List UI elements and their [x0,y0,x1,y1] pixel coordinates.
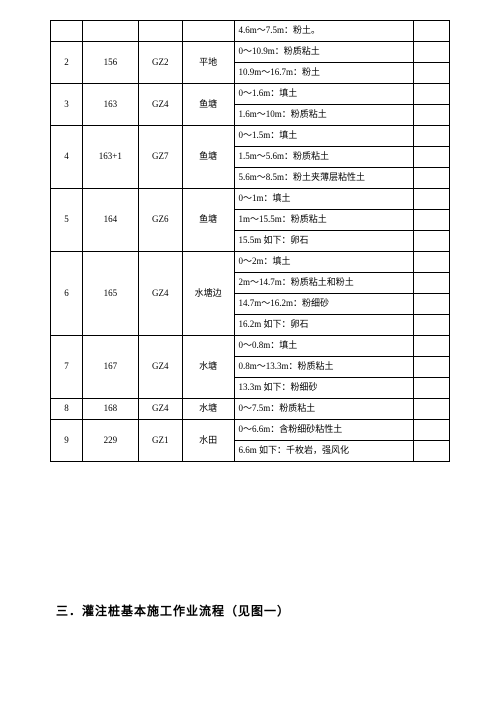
description-cell: 5.6m～8.5m：粉土夹薄层粘性土 [234,168,414,189]
cell: 163 [82,84,138,126]
cell [414,315,450,336]
description-cell: 1.6m～10m：粉质粘土 [234,105,414,126]
cell: GZ4 [138,399,182,420]
description-cell: 0～1.5m：填土 [234,126,414,147]
cell: 2 [51,42,83,84]
geology-table: 4.6m～7.5m：粉土。2156GZ2平地0～10.9m：粉质粘土10.9m～… [50,20,450,462]
description-cell: 0.8m～13.3m：粉质粘土 [234,357,414,378]
cell [414,252,450,273]
cell: 229 [82,420,138,462]
cell [51,21,83,42]
table-row: 9229GZ1水田0～6.6m：含粉细砂粘性土 [51,420,450,441]
cell: 164 [82,189,138,252]
cell: 水塘 [182,336,234,399]
cell [182,21,234,42]
cell: 165 [82,252,138,336]
cell: GZ4 [138,252,182,336]
cell [414,378,450,399]
cell: 水塘 [182,399,234,420]
table-row: 5164GZ6鱼塘0～1m：填土 [51,189,450,210]
cell: 163+1 [82,126,138,189]
cell: GZ7 [138,126,182,189]
cell: GZ2 [138,42,182,84]
cell [82,21,138,42]
cell [414,63,450,84]
cell: 9 [51,420,83,462]
cell [414,357,450,378]
cell: GZ4 [138,84,182,126]
cell: 156 [82,42,138,84]
cell: 4 [51,126,83,189]
description-cell: 0～6.6m：含粉细砂粘性土 [234,420,414,441]
cell [414,189,450,210]
description-cell: 1m～15.5m：粉质粘土 [234,210,414,231]
cell [414,420,450,441]
cell: 167 [82,336,138,399]
table-row: 8168GZ4水塘0～7.5m：粉质粘土 [51,399,450,420]
description-cell: 0～7.5m：粉质粘土 [234,399,414,420]
cell: 8 [51,399,83,420]
description-cell: 0～10.9m：粉质粘土 [234,42,414,63]
cell [414,441,450,462]
cell: 鱼塘 [182,126,234,189]
cell: 3 [51,84,83,126]
description-cell: 13.3m 如下：粉细砂 [234,378,414,399]
table-row: 2156GZ2平地0～10.9m：粉质粘土 [51,42,450,63]
cell: 6 [51,252,83,336]
cell: GZ6 [138,189,182,252]
cell: 5 [51,189,83,252]
description-cell: 0～1m：填土 [234,189,414,210]
description-cell: 0～1.6m：填土 [234,84,414,105]
table-row: 4163+1GZ7鱼塘0～1.5m：填土 [51,126,450,147]
section-heading: 三．灌注桩基本施工作业流程（见图一） [50,602,450,619]
cell [414,84,450,105]
description-cell: 0～0.8m：填土 [234,336,414,357]
table-row: 7167GZ4水塘0～0.8m：填土 [51,336,450,357]
cell [414,294,450,315]
cell [138,21,182,42]
cell [414,231,450,252]
cell: 水田 [182,420,234,462]
cell: 168 [82,399,138,420]
cell [414,105,450,126]
cell: 鱼塘 [182,84,234,126]
description-cell: 2m～14.7m：粉质粘土和粉土 [234,273,414,294]
cell [414,168,450,189]
cell [414,126,450,147]
cell: GZ4 [138,336,182,399]
description-cell: 4.6m～7.5m：粉土。 [234,21,414,42]
cell [414,399,450,420]
cell: GZ1 [138,420,182,462]
cell: 平地 [182,42,234,84]
description-cell: 14.7m～16.2m：粉细砂 [234,294,414,315]
cell [414,210,450,231]
table-row: 3163GZ4鱼塘0～1.6m：填土 [51,84,450,105]
description-cell: 6.6m 如下：千枚岩，强风化 [234,441,414,462]
cell [414,42,450,63]
description-cell: 0～2m：填土 [234,252,414,273]
description-cell: 16.2m 如下：卵石 [234,315,414,336]
cell [414,336,450,357]
description-cell: 1.5m～5.6m：粉质粘土 [234,147,414,168]
cell [414,147,450,168]
cell: 7 [51,336,83,399]
cell [414,21,450,42]
description-cell: 15.5m 如下：卵石 [234,231,414,252]
table-row: 4.6m～7.5m：粉土。 [51,21,450,42]
cell: 鱼塘 [182,189,234,252]
description-cell: 10.9m～16.7m：粉土 [234,63,414,84]
cell [414,273,450,294]
cell: 水塘边 [182,252,234,336]
table-row: 6165GZ4水塘边0～2m：填土 [51,252,450,273]
